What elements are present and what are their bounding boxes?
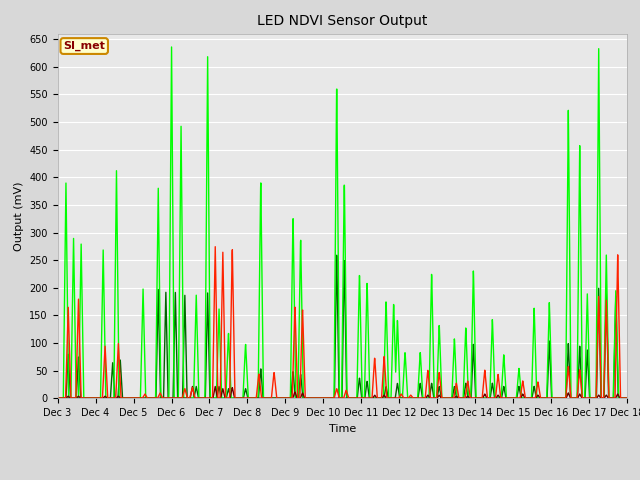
Red_in xyxy=(118,395,126,401)
Red_out xyxy=(612,394,620,400)
Nir_out xyxy=(54,396,61,401)
Nir_in xyxy=(612,303,620,309)
Nir_out xyxy=(551,396,559,401)
Legend: Red_in, Red_out, Nir_in, Nir_out: Red_in, Red_out, Nir_in, Nir_out xyxy=(168,475,517,480)
Nir_in xyxy=(168,44,175,50)
Nir_out xyxy=(272,396,280,401)
Y-axis label: Output (mV): Output (mV) xyxy=(13,181,24,251)
Text: SI_met: SI_met xyxy=(63,41,105,51)
Nir_in xyxy=(623,395,631,401)
Line: Nir_in: Nir_in xyxy=(58,47,627,398)
Red_in xyxy=(551,395,559,401)
X-axis label: Time: Time xyxy=(329,424,356,433)
Red_in xyxy=(211,244,219,250)
Nir_in xyxy=(551,395,559,401)
Nir_in xyxy=(273,395,280,401)
Nir_out xyxy=(612,310,620,316)
Red_out xyxy=(54,396,61,401)
Red_out xyxy=(551,396,559,401)
Nir_out xyxy=(152,375,160,381)
Nir_out xyxy=(118,396,126,401)
Title: LED NDVI Sensor Output: LED NDVI Sensor Output xyxy=(257,14,428,28)
Red_in xyxy=(297,360,305,366)
Nir_in xyxy=(152,332,160,338)
Line: Red_in: Red_in xyxy=(58,247,627,398)
Red_out xyxy=(297,394,305,400)
Nir_out xyxy=(297,372,305,377)
Red_in xyxy=(623,395,631,401)
Line: Red_out: Red_out xyxy=(58,386,627,398)
Red_in xyxy=(612,334,620,340)
Nir_in xyxy=(118,395,126,401)
Red_in xyxy=(54,395,61,401)
Red_out xyxy=(623,396,631,401)
Line: Nir_out: Nir_out xyxy=(58,255,627,398)
Red_out xyxy=(189,384,196,389)
Nir_in xyxy=(54,395,61,401)
Red_in xyxy=(273,391,280,396)
Red_out xyxy=(273,396,280,401)
Nir_in xyxy=(297,249,305,255)
Nir_out xyxy=(623,396,631,401)
Red_in xyxy=(152,395,160,401)
Red_out xyxy=(152,396,160,401)
Red_out xyxy=(118,396,126,401)
Nir_out xyxy=(333,252,340,258)
